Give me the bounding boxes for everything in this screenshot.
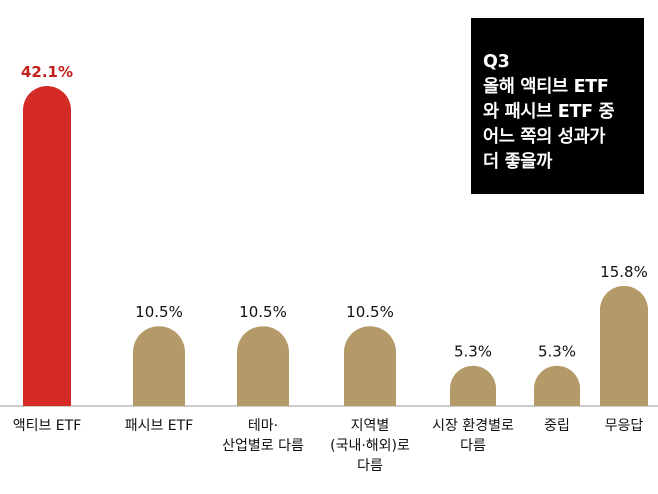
question-text: 올해 액티브 ETF 와 패시브 ETF 중 어느 쪽의 성과가 더 좋을까 (483, 77, 615, 172)
category-label-6: 무응답 (605, 418, 644, 434)
question-number: Q3 (483, 52, 510, 72)
category-label-2: 테마· 산업별로 다름 (222, 418, 304, 454)
bar-3 (344, 326, 396, 406)
value-label-4: 5.3% (454, 343, 492, 361)
category-label-0: 액티브 ETF (13, 418, 82, 434)
category-label-3: 지역별 (국내·해외)로 다름 (330, 418, 410, 474)
category-label-4: 시장 환경별로 다름 (432, 418, 514, 454)
value-label-0: 42.1% (21, 63, 73, 81)
bar-4 (450, 365, 496, 406)
bar-1 (133, 326, 185, 406)
bar-2 (237, 326, 289, 406)
bar-0 (23, 86, 71, 406)
bar-6 (600, 285, 648, 406)
value-label-6: 15.8% (600, 263, 648, 281)
value-label-1: 10.5% (135, 303, 183, 321)
value-label-2: 10.5% (239, 303, 287, 321)
category-label-1: 패시브 ETF (125, 418, 194, 434)
category-label-5: 중립 (544, 418, 570, 434)
value-label-3: 10.5% (346, 303, 394, 321)
value-label-5: 5.3% (538, 343, 576, 361)
question-box: Q3 올해 액티브 ETF 와 패시브 ETF 중 어느 쪽의 성과가 더 좋을… (471, 18, 644, 194)
bar-5 (534, 365, 580, 406)
